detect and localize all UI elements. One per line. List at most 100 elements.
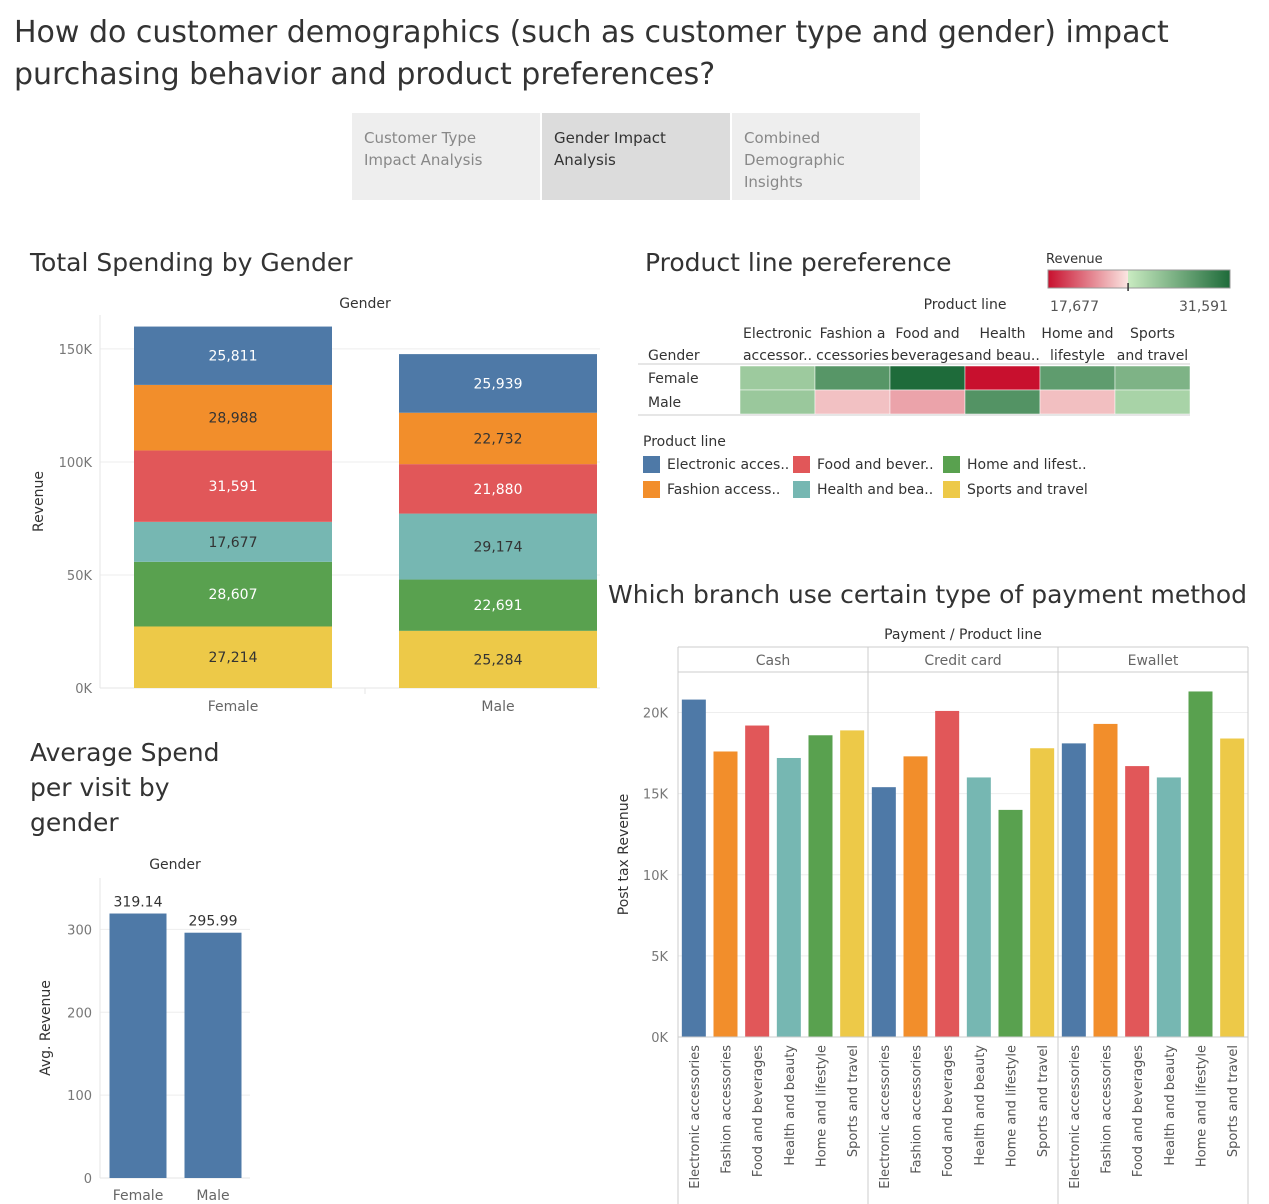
stacked-bar-segment: [134, 450, 332, 522]
stacked-bar-segment: [399, 412, 597, 465]
heatmap-cell: [889, 365, 966, 391]
column-label: lifestyle: [1050, 348, 1105, 364]
bar-data-label: 22,691: [474, 598, 523, 614]
x-tick-label: Electronic accessories: [1068, 1045, 1083, 1189]
legend-title: Product line: [643, 434, 726, 450]
bar-data-label: 25,811: [209, 349, 258, 365]
y-tick-label: 0K: [75, 682, 92, 697]
x-tick-label: Health and beauty: [973, 1045, 988, 1166]
legend-label: Fashion access..: [667, 481, 781, 498]
product-preference-title: Product line pereference: [645, 248, 952, 277]
column-label: Home and: [1041, 326, 1113, 342]
stacked-bar-segment: [399, 513, 597, 580]
column-label: accessor..: [743, 348, 812, 364]
panel-label: Cash: [756, 653, 791, 669]
x-tick-label: Male: [196, 1188, 229, 1204]
chart-header: Gender: [149, 857, 201, 873]
x-tick-label: Food and beverages: [1131, 1045, 1146, 1177]
payment-bar: [1061, 743, 1086, 1037]
heatmap-cell: [814, 389, 891, 415]
legend-label: Electronic acces..: [667, 456, 790, 473]
y-tick-label: 100: [67, 1089, 92, 1104]
heatmap-cell: [1039, 389, 1116, 415]
stacked-bar-segment: [134, 626, 332, 688]
legend-label: Home and lifest..: [967, 456, 1087, 473]
heatmap-cell: [1039, 365, 1116, 391]
y-tick-label: 200: [67, 1006, 92, 1021]
color-legend-title: Revenue: [1046, 252, 1103, 267]
tab-customer-type-impact[interactable]: Customer Type Impact Analysis: [352, 113, 540, 200]
legend-swatch: [793, 481, 810, 498]
panel-label: Ewallet: [1128, 653, 1179, 669]
panel-label: Credit card: [924, 653, 1001, 669]
legend-item[interactable]: Food and bever..: [793, 452, 943, 477]
y-tick-label: 10K: [643, 869, 669, 884]
payment-branch-chart: Payment / Product line 0K 5K 10K 15K 20K Post …: [616, 627, 1249, 1204]
stacked-bar-segment: [134, 561, 332, 627]
stacked-bar-segment: [134, 326, 332, 385]
payment-bar: [776, 757, 801, 1037]
legend-item[interactable]: Health and bea..: [793, 477, 943, 502]
payment-bar: [1030, 748, 1055, 1037]
tab-gender-impact[interactable]: Gender Impact Analysis: [542, 113, 730, 200]
x-tick-label: Health and beauty: [1163, 1045, 1178, 1166]
legend-item[interactable]: Home and lifest..: [943, 452, 1103, 477]
payment-bar: [903, 756, 928, 1037]
bar-data-label: 21,880: [474, 482, 523, 498]
payment-bar: [713, 751, 738, 1037]
color-legend-bar: [1047, 269, 1231, 289]
bar-data-label: 25,284: [474, 652, 523, 668]
x-tick-label: Home and lifestyle: [1195, 1045, 1210, 1167]
x-tick-label: Male: [481, 699, 514, 715]
legend-item[interactable]: Fashion access..: [643, 477, 793, 502]
heatmap-cell: [739, 365, 816, 391]
heatmap-cell: [1114, 365, 1191, 391]
legend-swatch: [943, 481, 960, 498]
heatmap-cell: [964, 389, 1041, 415]
legend-swatch: [643, 481, 660, 498]
y-axis-label: Avg. Revenue: [38, 980, 54, 1076]
x-tick-label: Electronic accessories: [878, 1045, 893, 1189]
legend-item[interactable]: Sports and travel: [943, 477, 1103, 502]
bar-data-label: 319.14: [114, 895, 163, 911]
x-tick-label: Home and lifestyle: [1005, 1045, 1020, 1167]
legend-swatch: [793, 456, 810, 473]
y-axis-label: Revenue: [31, 471, 47, 532]
bar-data-label: 29,174: [474, 540, 523, 556]
payment-bar: [840, 730, 865, 1037]
avg-spend-title: Average Spend per visit by gender: [30, 735, 219, 840]
tab-combined-demographic[interactable]: Combined Demographic Insights: [732, 113, 920, 200]
x-tick-label: Sports and travel: [1226, 1045, 1241, 1157]
heatmap-cell: [964, 365, 1041, 391]
stacked-bar-segment: [399, 630, 597, 688]
column-label: ccessories: [816, 348, 889, 364]
column-label: Food and: [895, 326, 959, 342]
avg-spend-title-line: gender: [30, 808, 119, 837]
product-preference-heatmap: Revenue 17,677 31,591 Product line Electroni…: [638, 252, 1231, 416]
column-label: Health: [980, 326, 1026, 342]
payment-bar: [871, 787, 896, 1037]
x-tick-label: Fashion accessories: [910, 1045, 925, 1174]
legend-swatch: [643, 456, 660, 473]
bar-data-label: 28,607: [209, 587, 258, 603]
x-tick-label: Food and beverages: [941, 1045, 956, 1177]
chart-header: Gender: [339, 296, 391, 312]
bar-data-label: 28,988: [209, 411, 258, 427]
avg-spend-chart: Gender 0 100 200 300 Avg. Revenue 319.14 Female…: [38, 857, 250, 1204]
product-line-legend: Product line Electronic acces.. Food and …: [643, 434, 1103, 502]
row-label: Male: [648, 395, 681, 411]
color-legend-max: 31,591: [1179, 299, 1228, 315]
payment-bar: [1156, 777, 1181, 1037]
payment-bar: [1125, 766, 1150, 1037]
payment-bar: [1220, 738, 1245, 1037]
heatmap-cell: [814, 365, 891, 391]
color-legend-min: 17,677: [1050, 299, 1099, 315]
y-axis-label: Post tax Revenue: [616, 794, 632, 916]
payment-bar: [966, 777, 991, 1037]
payment-bar: [935, 710, 960, 1037]
payment-bar: [681, 699, 706, 1037]
x-tick-label: Fashion accessories: [720, 1045, 735, 1174]
legend-label: Health and bea..: [817, 481, 934, 498]
legend-item[interactable]: Electronic acces..: [643, 452, 793, 477]
bar-data-label: 295.99: [189, 914, 238, 930]
